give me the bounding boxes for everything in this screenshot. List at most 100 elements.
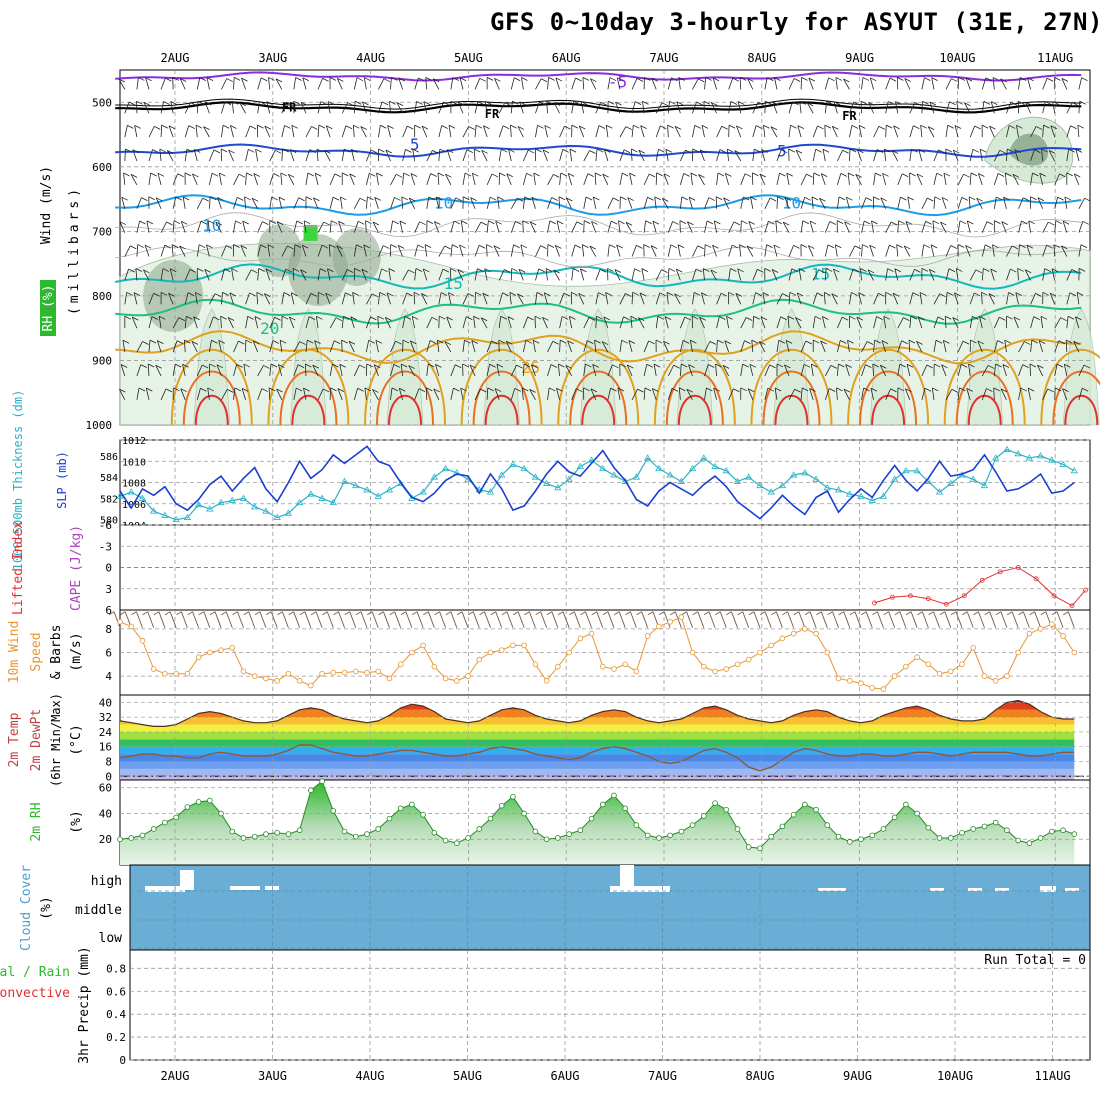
wind-barb xyxy=(245,149,249,162)
wind-barb xyxy=(1064,363,1071,368)
temp2m-label: 2m Temp xyxy=(7,712,22,767)
wind-barb xyxy=(655,292,661,305)
wind-barb xyxy=(124,245,131,257)
rh-shading xyxy=(290,308,327,426)
wind-barb xyxy=(981,77,987,90)
wind-barb xyxy=(414,221,420,233)
wind10m-barb xyxy=(995,611,1002,616)
wind-barb xyxy=(318,291,325,296)
wind-barb xyxy=(836,340,841,353)
wind10m-barb xyxy=(731,611,738,628)
wind-barb xyxy=(414,388,420,400)
thickness-line-marker xyxy=(812,475,820,482)
wind-barb xyxy=(933,149,939,162)
wind-barb xyxy=(166,150,174,162)
wind-barb xyxy=(372,389,379,393)
wind-barb xyxy=(378,292,381,305)
wind-barb xyxy=(679,220,687,225)
wind-barb xyxy=(278,196,286,201)
wind-barb xyxy=(339,363,346,368)
rh-shading xyxy=(193,308,231,426)
wind-barb xyxy=(704,77,707,90)
wind10m-tick-label: 8 xyxy=(105,623,112,636)
wind10m-barb xyxy=(670,611,676,616)
wind-barb xyxy=(670,244,677,249)
rh2m-line-marker xyxy=(1071,831,1078,837)
wind-barb xyxy=(182,363,189,368)
wind-barb xyxy=(704,220,708,233)
wind-barb xyxy=(708,364,715,368)
wind-barb xyxy=(142,269,150,281)
rh2m-line-marker xyxy=(734,826,741,832)
wind-barb xyxy=(870,388,874,400)
wind-barb xyxy=(969,125,976,138)
wind-barb xyxy=(957,340,964,353)
precip-tick-label: 0.2 xyxy=(106,1031,126,1044)
wind-barb xyxy=(733,388,740,393)
wind-barb xyxy=(728,101,732,114)
wind-barb xyxy=(421,125,429,130)
wind-barb xyxy=(1018,100,1025,105)
wind-barb xyxy=(607,221,612,233)
wind-barb xyxy=(835,77,838,90)
wind-barb xyxy=(918,149,925,153)
wind10m-barb xyxy=(371,611,379,628)
wind-barb xyxy=(667,125,669,138)
wind10m-barb xyxy=(1006,611,1013,616)
wind-barb xyxy=(1012,173,1020,178)
wind-barb xyxy=(544,292,551,297)
wind-barb xyxy=(909,292,914,305)
wind-barb xyxy=(1078,77,1082,90)
wind-barb xyxy=(625,222,633,233)
wind-barb xyxy=(609,244,616,248)
wind-barb xyxy=(636,78,644,82)
wind-barb xyxy=(893,125,900,130)
wind-barb xyxy=(266,101,273,106)
wind-barb xyxy=(444,245,451,250)
wind-barb xyxy=(316,148,324,153)
wind-barb xyxy=(257,268,260,281)
wind-barb xyxy=(631,125,634,138)
wind-barb xyxy=(196,101,199,114)
wind-barb xyxy=(1065,340,1068,353)
wind-barb xyxy=(628,340,633,353)
wind-barb xyxy=(155,365,162,377)
wind-barb xyxy=(493,245,500,257)
wind-barb xyxy=(671,388,679,392)
wind-barb xyxy=(999,316,1006,321)
wind-barb xyxy=(558,363,565,368)
wind-barb xyxy=(510,221,516,233)
wind-barb xyxy=(831,293,838,305)
wind-barb xyxy=(609,77,617,81)
wind-barb xyxy=(480,317,488,322)
temp-band xyxy=(120,724,1075,732)
wind-barb xyxy=(438,125,443,138)
wind-barb xyxy=(273,173,280,177)
wind-barb xyxy=(196,388,201,400)
wind-barb xyxy=(1040,316,1044,329)
wind-barb xyxy=(269,363,272,376)
wind-barb xyxy=(414,77,419,90)
wind10m-barb xyxy=(304,611,312,628)
wind-barb xyxy=(529,388,536,393)
wind-barb xyxy=(583,150,590,162)
wind-barb xyxy=(849,268,854,281)
thickness-line-marker xyxy=(1003,445,1011,452)
wind-barb xyxy=(480,221,488,226)
wind-barb xyxy=(207,220,210,233)
thickness-line-marker xyxy=(969,475,977,482)
wind-barb xyxy=(752,172,759,177)
wind-barb xyxy=(576,221,583,226)
wind-barb xyxy=(510,388,516,400)
wind10m-barb xyxy=(187,611,193,616)
wind-barb xyxy=(424,244,432,249)
wind-barb xyxy=(1046,244,1053,249)
wind-barb xyxy=(200,387,207,392)
wind10m-speed-line-marker xyxy=(285,670,292,677)
wind10m-barb xyxy=(209,611,216,616)
thickness-line-marker xyxy=(632,473,641,480)
wind-barb xyxy=(645,220,652,225)
wind-barb xyxy=(969,269,977,281)
wind-barb xyxy=(873,172,876,185)
wind-barb xyxy=(1052,101,1059,105)
